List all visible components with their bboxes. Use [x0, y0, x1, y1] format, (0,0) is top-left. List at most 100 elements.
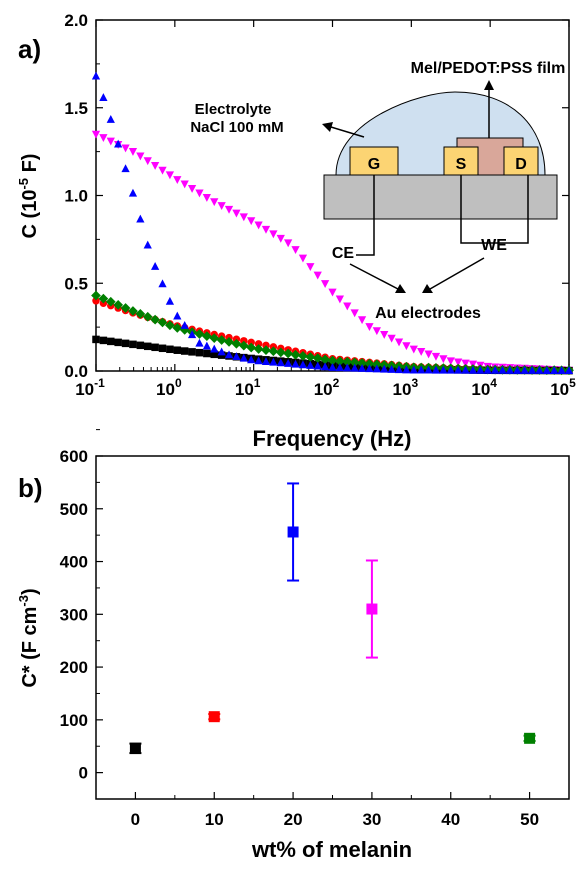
- panel-a-x-tick-label: 100: [156, 376, 182, 399]
- panel-a-y-tick-label: 1.0: [64, 187, 88, 206]
- data-point-blue: [114, 139, 123, 148]
- panel-b-x-axis-label: wt% of melanin: [251, 837, 412, 862]
- data-point-blue: [483, 365, 492, 374]
- data-point-green: [364, 358, 375, 369]
- data-point-green: [165, 320, 175, 331]
- data-point-magenta: [298, 254, 308, 263]
- data-point-green: [305, 352, 316, 362]
- data-point-magenta: [372, 327, 381, 336]
- source-label: S: [456, 156, 467, 173]
- data-point-blue: [439, 365, 448, 374]
- film-arrow-head: [484, 80, 494, 90]
- data-point-blue: [380, 364, 389, 373]
- panel-a-axes: 0.0 0.5 1.0 1.5 2.0 10-1 100 101 102 103 104 105: [64, 11, 576, 399]
- data-point-magenta: [335, 295, 345, 304]
- data-point-blue: [269, 357, 278, 366]
- panel-b-x-tick-label: 50: [520, 810, 539, 829]
- we-arrow: [429, 257, 485, 290]
- data-point-green: [261, 345, 271, 355]
- data-point-magenta: [306, 263, 315, 272]
- data-point-blue: [99, 93, 108, 102]
- data-point-magenta: [217, 202, 226, 210]
- data-point-green: [172, 322, 183, 333]
- data-point-magenta: [247, 217, 256, 226]
- data-point-blue: [247, 355, 256, 364]
- data-point-black: [129, 742, 141, 754]
- data-point-magenta: [210, 198, 219, 207]
- data-point-magenta: [350, 309, 359, 318]
- data-point-black: [121, 339, 130, 348]
- data-point-green: [224, 337, 234, 347]
- panel-b-x-tick-label: 10: [205, 810, 224, 829]
- panel-a-x-axis-label: Frequency (Hz): [253, 426, 412, 451]
- data-point-magenta: [173, 176, 182, 184]
- data-point-green: [275, 347, 286, 358]
- panel-a-y-tick-label: 2.0: [64, 11, 88, 30]
- panel-a-y-axis-label: C (10-5 F): [16, 154, 41, 239]
- panel-a-x-tick-label: 104: [471, 376, 497, 399]
- data-point-green: [290, 349, 301, 360]
- data-point-blue: [402, 365, 411, 374]
- data-point-magenta: [461, 359, 470, 368]
- data-point-blue: [350, 363, 359, 372]
- data-point-blue: [291, 359, 300, 368]
- panel-b-y-axis-label: C* (F cm-3): [16, 588, 41, 687]
- data-point-green: [105, 296, 116, 307]
- substrate: [323, 174, 558, 220]
- data-point-green: [335, 356, 345, 366]
- panel-a-x-tick-label: 10-1: [75, 376, 105, 399]
- panel-a-x-tick-label: 103: [393, 376, 419, 399]
- panel-b-y-tick-label: 400: [60, 553, 88, 572]
- data-point-green: [327, 355, 338, 366]
- we-wire: [460, 175, 529, 244]
- data-point-blue: [454, 365, 463, 374]
- we-arrow-head: [422, 284, 433, 293]
- data-point-green: [194, 329, 205, 339]
- data-point-magenta: [431, 352, 441, 361]
- data-point-blue: [187, 330, 197, 339]
- data-point-green: [312, 353, 323, 364]
- data-point-magenta: [99, 134, 108, 143]
- data-point-magenta: [394, 338, 404, 347]
- data-point-blue: [343, 363, 352, 372]
- data-point-magenta: [343, 302, 352, 311]
- data-point-green: [246, 342, 257, 353]
- data-point-magenta: [291, 246, 300, 255]
- drain-label: D: [515, 156, 527, 173]
- data-point-blue: [202, 341, 211, 350]
- data-point-blue: [557, 366, 566, 374]
- data-point-blue: [121, 164, 130, 173]
- data-point-blue: [217, 347, 226, 356]
- data-point-magenta: [402, 342, 411, 351]
- electrodes-label: Au electrodes: [375, 305, 481, 322]
- gate-label: G: [368, 156, 380, 173]
- data-point-blue: [564, 366, 574, 375]
- data-point-magenta: [320, 280, 330, 289]
- data-point-blue: [468, 365, 478, 374]
- data-point-magenta: [91, 130, 101, 139]
- data-point-magenta: [454, 358, 463, 367]
- data-point-blue: [195, 338, 204, 347]
- data-point-blue: [365, 364, 374, 373]
- data-point-green: [128, 306, 138, 316]
- panel-b-data: [129, 482, 536, 755]
- data-point-magenta: [165, 171, 175, 180]
- panel-b-axes: 0 100 200 300 400 500 600 0 10 20 30 40 50: [60, 429, 570, 829]
- data-point-magenta: [106, 137, 115, 146]
- gate-pad: [349, 146, 399, 176]
- data-point-blue: [224, 350, 234, 359]
- data-point-green: [201, 331, 212, 341]
- data-point-blue: [431, 365, 441, 374]
- data-point-green: [98, 293, 109, 304]
- data-point-blue: [136, 214, 145, 223]
- data-point-blue: [128, 188, 138, 197]
- data-point-magenta: [366, 603, 378, 615]
- data-point-black: [166, 345, 174, 354]
- data-point-green: [238, 340, 249, 351]
- data-point-blue: [535, 366, 544, 374]
- data-point-green: [113, 299, 124, 310]
- data-point-magenta: [121, 144, 130, 153]
- data-point-blue: [417, 365, 426, 374]
- data-point-blue: [254, 356, 263, 365]
- data-point-green: [298, 350, 308, 361]
